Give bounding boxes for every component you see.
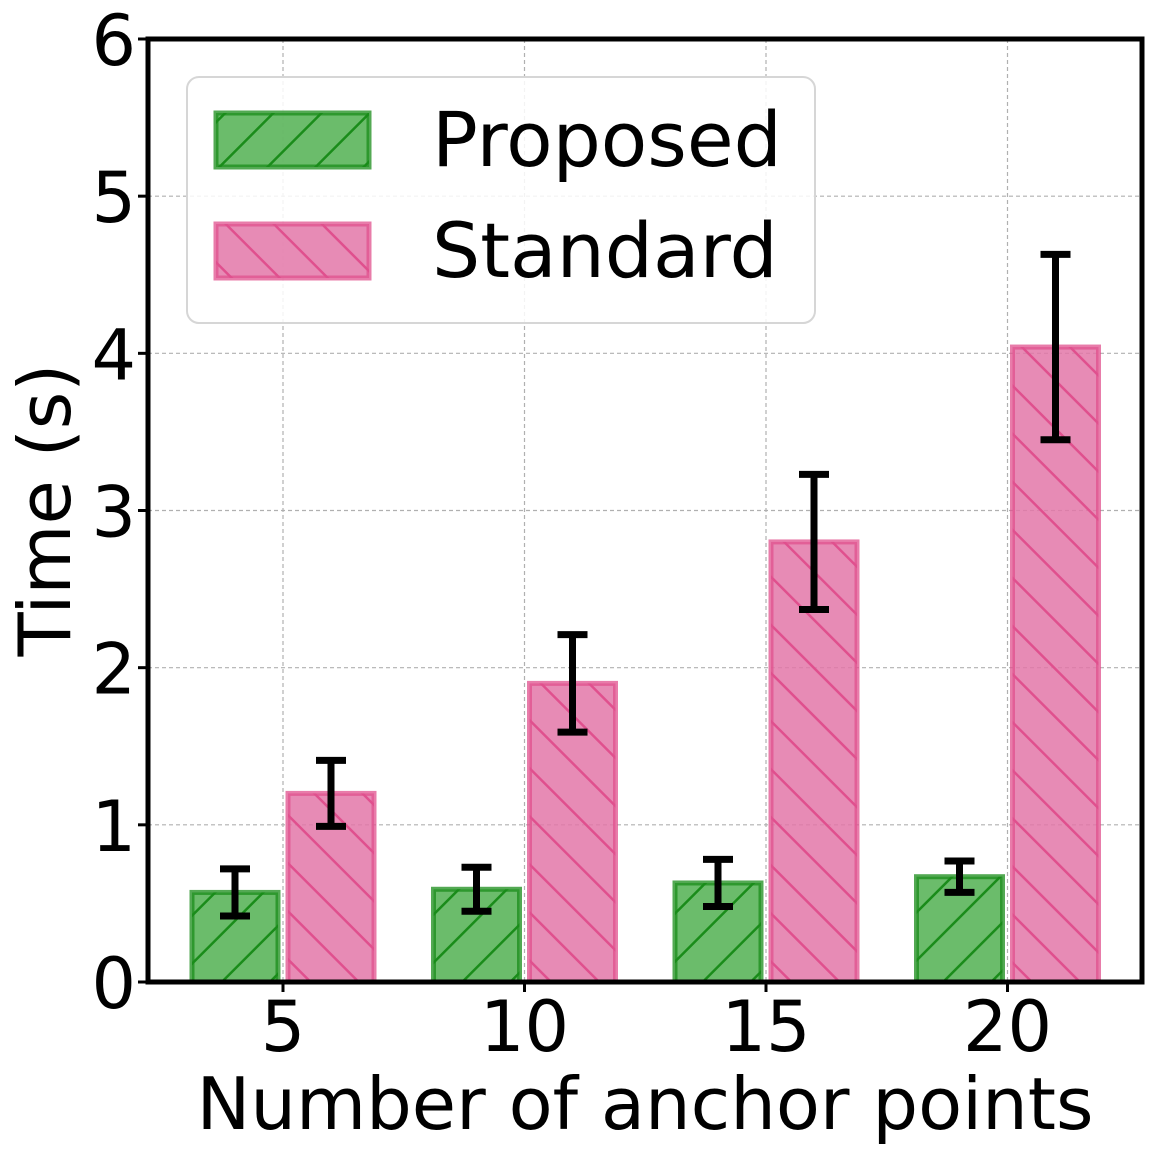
error-bar-proposed (703, 855, 733, 911)
legend-swatch-standard-hatch (213, 221, 372, 281)
legend: Proposed Standard (186, 76, 816, 324)
y-tick-label: 6 (91, 0, 136, 82)
x-tick-label: 10 (480, 986, 569, 1068)
y-tick-label: 4 (91, 314, 136, 396)
x-tick-label: 20 (963, 986, 1052, 1068)
error-bar-standard (799, 470, 829, 614)
x-tick-label: 15 (721, 986, 810, 1068)
bar-hatch (1010, 344, 1101, 985)
error-bars-layer (220, 250, 1071, 920)
bar-standard (768, 539, 860, 985)
error-bar-standard (316, 756, 346, 830)
error-bar-proposed (461, 863, 492, 915)
error-bar-proposed (944, 857, 975, 896)
y-tick-label: 5 (91, 157, 136, 239)
legend-label-standard: Standard (432, 206, 778, 295)
y-tick-label: 3 (91, 472, 136, 554)
bar-standard (1010, 344, 1101, 985)
legend-label-proposed: Proposed (432, 95, 782, 184)
y-tick-label: 1 (91, 786, 136, 868)
legend-swatch-proposed-hatch (213, 110, 372, 170)
y-axis-ticks: 0 1 2 3 4 5 6 (91, 0, 148, 1025)
error-bar-standard (557, 631, 588, 736)
y-axis-label: Time (s) (3, 364, 87, 658)
x-axis-ticks: 5 10 15 20 (261, 982, 1052, 1068)
x-tick-label: 5 (261, 986, 306, 1068)
y-tick-label: 0 (91, 943, 136, 1025)
x-axis-label: Number of anchor points (196, 1062, 1093, 1146)
y-tick-label: 2 (91, 629, 136, 711)
error-bar-proposed (220, 865, 250, 920)
error-bar-standard (1040, 250, 1071, 444)
